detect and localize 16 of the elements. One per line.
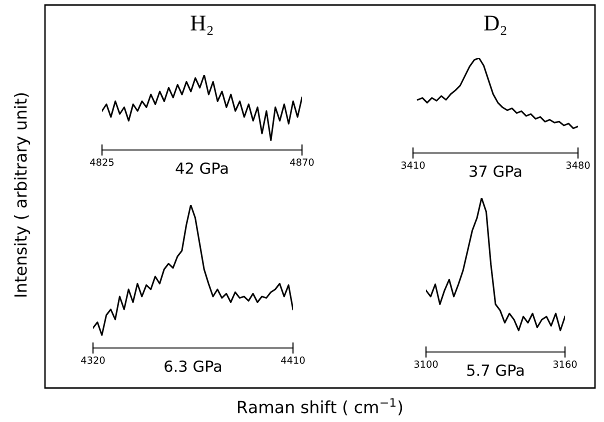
x-axis-title: 6.3 GPa	[164, 360, 222, 372]
x-tick-label: 4825	[90, 158, 114, 166]
chart-title: H₂	[190, 16, 213, 35]
text: Raman shift ( cm$^{−1}$)	[238, 398, 402, 416]
x-axis-title: 5.7 GPa	[467, 364, 524, 376]
chart-title: D₂	[484, 16, 506, 35]
y-axis-title: Intensity ( arbitrary unit)	[14, 93, 30, 297]
x-tick-label: 3410	[401, 162, 425, 169]
x-tick-label: 3160	[553, 360, 577, 368]
x-tick-label: 4320	[81, 356, 105, 364]
x-tick-label: 3100	[414, 360, 438, 368]
x-tick-label: 4410	[281, 356, 305, 364]
x-axis-title: 42 GPa	[176, 162, 228, 174]
x-axis-title: 37 GPa	[470, 165, 522, 178]
x-tick-label: 3480	[566, 162, 590, 169]
x-tick-label: 4870	[290, 158, 314, 166]
